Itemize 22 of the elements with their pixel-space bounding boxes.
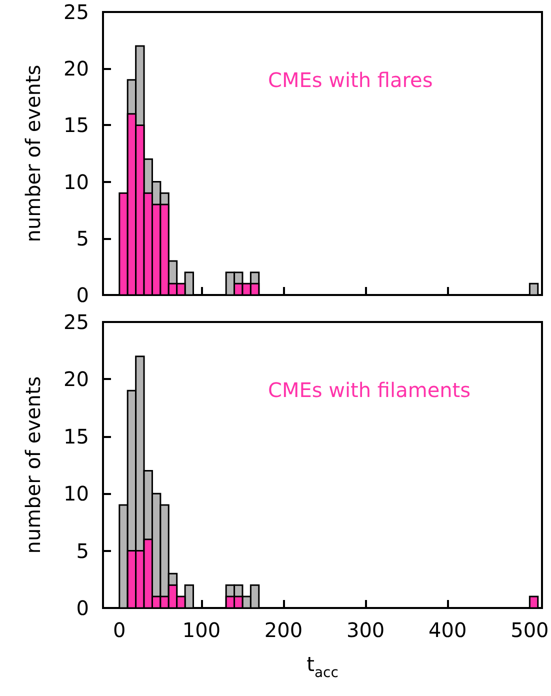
x-tick-label: 400: [428, 618, 467, 642]
y-axis-title: number of events: [21, 64, 45, 242]
text: CMEs with flares: [268, 68, 433, 92]
y-tick-label: 25: [64, 310, 89, 334]
y-tick-label: 25: [64, 0, 89, 24]
y-tick-label: 5: [76, 538, 89, 563]
text: CMEs with filaments: [268, 378, 471, 402]
x-tick-label: 0: [113, 618, 126, 642]
y-tick-label: 20: [64, 56, 89, 81]
y-axis-title: number of events: [21, 376, 45, 554]
x-tick-label: 500: [510, 618, 549, 642]
y-tick-label: 15: [64, 113, 89, 138]
y-tick-label: 15: [64, 424, 89, 448]
y-tick-label: 10: [64, 482, 89, 506]
y-tick-label: 20: [64, 367, 89, 392]
y-tick-label: 0: [76, 596, 89, 620]
y-tick-label: 0: [76, 283, 89, 307]
x-tick-label: 100: [182, 618, 221, 642]
y-tick-label: 5: [76, 226, 89, 250]
x-tick-label: 200: [264, 618, 303, 642]
x-tick-label: 300: [346, 618, 385, 642]
y-tick-label: 10: [64, 170, 89, 194]
